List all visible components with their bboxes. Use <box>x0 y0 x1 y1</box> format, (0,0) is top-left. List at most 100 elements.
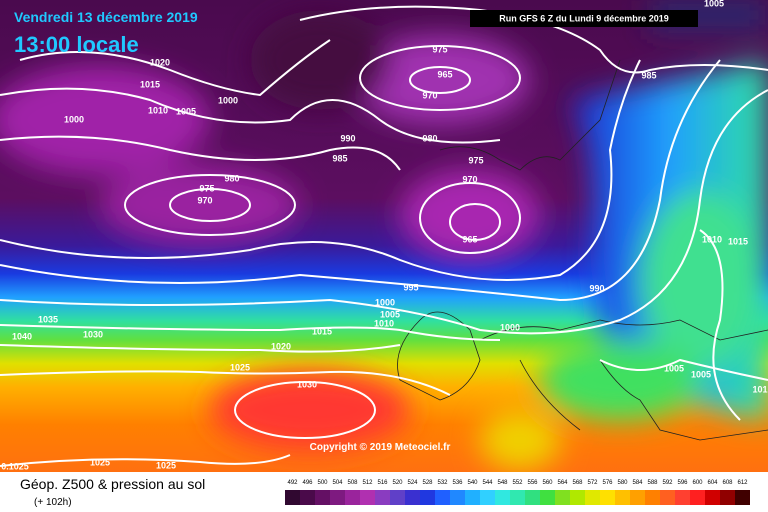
scale-swatch <box>390 490 405 505</box>
scale-tick-label: 564 <box>557 480 568 486</box>
scale-tick-label: 576 <box>602 480 613 486</box>
scale-tick-label: 532 <box>437 480 448 486</box>
isobar-label: 990 <box>340 133 355 143</box>
scale-tick-label: 492 <box>287 480 298 486</box>
scale-swatch <box>705 490 720 505</box>
scale-swatch <box>360 490 375 505</box>
scale-tick-label: 540 <box>467 480 478 486</box>
isobar-label: 980 <box>422 133 437 143</box>
scale-tick-label: 536 <box>452 480 463 486</box>
color-scale: 492 496 500 504 508 512 516 520 524 528 532 536 540 5… <box>285 480 750 505</box>
scale-tick-label: 544 <box>482 480 493 486</box>
scale-swatch <box>555 490 570 505</box>
scale-swatch <box>420 490 435 505</box>
scale-swatch <box>495 490 510 505</box>
isobar-label: 975 <box>432 44 447 54</box>
isobar-label: 1015 <box>728 236 748 246</box>
scale-tick-label: 588 <box>647 480 658 486</box>
isobar-label: 990 <box>589 283 604 293</box>
scale-tick-label: 548 <box>497 480 508 486</box>
scale-swatch <box>675 490 690 505</box>
scale-swatch <box>330 490 345 505</box>
isobar-label: 1025 <box>90 457 110 467</box>
isobar-label: 1015 <box>312 326 332 336</box>
scale-tick-label: 580 <box>617 480 628 486</box>
scale-swatch <box>600 490 615 505</box>
scale-swatch <box>450 490 465 505</box>
isobar-label: 1040 <box>12 331 32 341</box>
scale-swatch <box>465 490 480 505</box>
scale-swatch <box>660 490 675 505</box>
isobar-label: 1005 <box>380 309 400 319</box>
isobar-label: 1010 <box>148 105 168 115</box>
scale-tick-label: 524 <box>407 480 418 486</box>
scale-tick-label: 596 <box>677 480 688 486</box>
coastlines <box>397 59 768 441</box>
run-box <box>470 10 698 27</box>
scale-swatch <box>720 490 735 505</box>
scale-tick-label: 504 <box>332 480 343 486</box>
scale-swatch <box>645 490 660 505</box>
scale-tick-label: 496 <box>302 480 313 486</box>
scale-tick-label: 556 <box>527 480 538 486</box>
scale-swatch <box>285 490 300 505</box>
isobar-label: 1025 <box>156 460 176 470</box>
field <box>0 0 768 472</box>
isobar-label: 1005 <box>704 0 724 8</box>
scale-tick-label: 568 <box>572 480 583 486</box>
scale-tick-label: 520 <box>392 480 403 486</box>
scale-tick-label: 508 <box>347 480 358 486</box>
isobar-label: 985 <box>641 70 656 80</box>
isobar-label: 1005 <box>664 363 684 373</box>
scale-tick-label: 560 <box>542 480 553 486</box>
isobar-label: 1000 <box>64 114 84 124</box>
scale-tick-label: 500 <box>317 480 328 486</box>
copyright: Copyright © 2019 Meteociel.fr <box>310 442 451 453</box>
isobar-labels: 1020 1015 1010 1005 1000 1000 975 965 970 990 985 9… <box>1 0 767 471</box>
isobar-label: 1020 <box>150 57 170 67</box>
scale-swatch <box>435 490 450 505</box>
scale-swatch <box>585 490 600 505</box>
forecast-time: 13:00 locale <box>14 32 139 57</box>
scale-tick-label: 516 <box>377 480 388 486</box>
isobar-label: 975 <box>468 155 483 165</box>
scale-swatch <box>405 490 420 505</box>
scale-tick-label: 604 <box>707 480 718 486</box>
scale-swatch <box>510 490 525 505</box>
isobar-label: 1030 <box>83 329 103 339</box>
isobar-label: 965 <box>437 69 452 79</box>
isobar-label: 970 <box>462 174 477 184</box>
scale-tick-label: 600 <box>692 480 703 486</box>
scale-tick-label: 608 <box>722 480 733 486</box>
isobar-label: 970 <box>197 195 212 205</box>
isobar-label: 1025 <box>230 362 250 372</box>
scale-swatch <box>540 490 555 505</box>
isobar-label: 975 <box>199 183 214 193</box>
isobar-label: 970 <box>422 90 437 100</box>
run-info: Run GFS 6 Z du Lundi 9 décembre 2019 <box>499 13 669 23</box>
isobar-label: 0.1025 <box>1 461 29 471</box>
isobar-label: 1005 <box>176 106 196 116</box>
isobar-label: 1010 <box>702 234 722 244</box>
isobar-label: 1030 <box>297 379 317 389</box>
footer-lead: (+ 102h) <box>34 497 72 508</box>
isobar-label: 1000 <box>500 322 520 332</box>
scale-swatch <box>570 490 585 505</box>
scale-swatch <box>480 490 495 505</box>
scale-swatch <box>690 490 705 505</box>
scale-swatch <box>315 490 330 505</box>
scale-swatch <box>735 490 750 505</box>
scale-swatch <box>525 490 540 505</box>
isobar-label: 1035 <box>38 314 58 324</box>
isobar-label: 965 <box>462 234 477 244</box>
isobar-label: 1005 <box>691 369 711 379</box>
scale-tick-label: 584 <box>632 480 643 486</box>
scale-swatch <box>615 490 630 505</box>
isobar-label: 1015 <box>140 79 160 89</box>
footer-title: Géop. Z500 & pression au sol <box>20 476 205 492</box>
scale-swatch <box>300 490 315 505</box>
scale-swatch <box>630 490 645 505</box>
isobar-label: 995 <box>403 282 418 292</box>
scale-tick-label: 592 <box>662 480 673 486</box>
isobar-label: 980 <box>224 173 239 183</box>
